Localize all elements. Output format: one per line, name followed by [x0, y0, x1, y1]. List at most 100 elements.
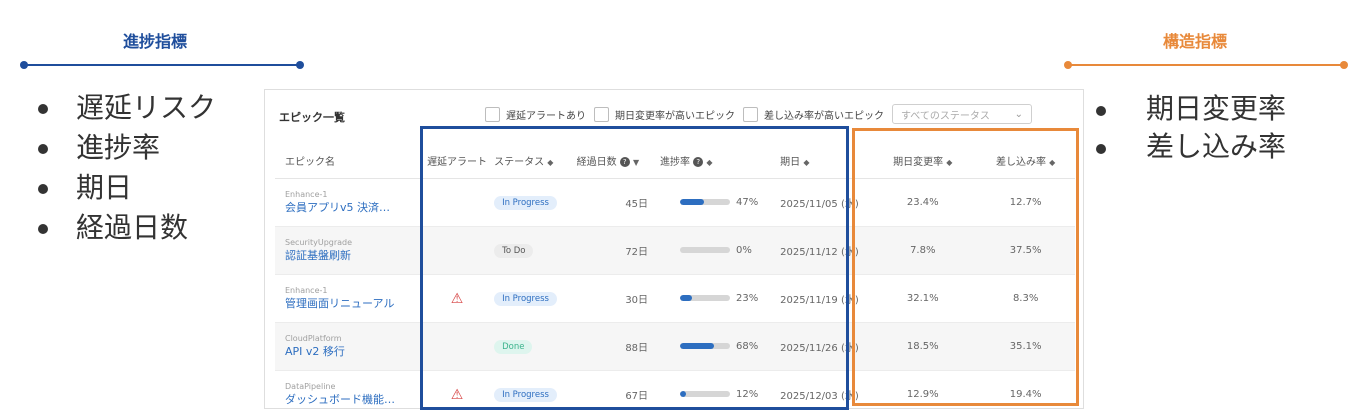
progress-cell: 12% — [652, 370, 780, 408]
filter-high-due-change[interactable]: 期日変更率が高いエピック — [594, 106, 735, 122]
checkbox[interactable] — [743, 106, 758, 122]
epic-list-panel: エピック一覧 遅延アラートあり 期日変更率が高いエピック 差し込み率が高いエピッ… — [264, 89, 1084, 409]
progress-percent: 68% — [736, 341, 759, 352]
progress-bar — [680, 343, 731, 349]
progress-bar — [680, 199, 731, 205]
epic-name-cell: Enhance-1 会員アプリv5 決済… — [275, 178, 422, 227]
insert-rate-cell: 35.1% — [976, 322, 1075, 371]
chevron-down-icon: ⌄ — [1014, 108, 1023, 120]
list-item: 期日 — [24, 168, 216, 208]
column-header-due[interactable]: 期日 ◆ — [779, 142, 870, 179]
column-header-name: エピック名 — [275, 142, 422, 179]
progress-cell: 0% — [652, 226, 780, 275]
epic-name-cell: CloudPlatform API v2 移行 — [275, 322, 422, 371]
epic-name-link[interactable]: ダッシュボード機能… — [285, 393, 395, 406]
epic-name-link[interactable]: API v2 移行 — [285, 345, 345, 358]
progress-divider-line — [24, 64, 300, 66]
help-circle-icon[interactable]: ? — [619, 156, 630, 167]
project-key: CloudPlatform — [285, 334, 342, 343]
progress-cell: 47% — [652, 178, 780, 227]
column-header-status[interactable]: ステータス ◆ — [493, 142, 576, 179]
change-rate-cell: 23.4% — [869, 178, 977, 227]
due-date-cell: 2025/12/03 (水) — [779, 370, 870, 408]
column-header-progress[interactable]: 進捗率 ? ◆ — [652, 142, 780, 179]
insert-rate-cell: 37.5% — [976, 226, 1075, 275]
filter-high-insert-rate[interactable]: 差し込み率が高いエピック — [743, 106, 884, 122]
filter-label: 期日変更率が高いエピック — [615, 110, 735, 122]
change-rate-cell: 18.5% — [869, 322, 977, 371]
table-row[interactable]: DataPipeline ダッシュボード機能… ⚠ In Progress 67日 12%… — [275, 370, 1075, 408]
list-item: 経過日数 — [24, 208, 216, 248]
column-header-days[interactable]: 経過日数 ? ▼ — [575, 142, 653, 179]
epic-name-link[interactable]: 管理画面リニューアル — [285, 297, 395, 310]
days-cell: 72日 — [575, 226, 653, 275]
line-endpoint-dot — [1064, 61, 1072, 69]
filter-label: 差し込み率が高いエピック — [764, 110, 884, 122]
alert-cell: ⚠ — [421, 274, 494, 323]
change-rate-cell: 32.1% — [869, 274, 977, 323]
column-header-insert-rate[interactable]: 差し込み率 ◆ — [976, 142, 1075, 179]
progress-percent: 23% — [736, 293, 759, 304]
status-badge: In Progress — [494, 291, 557, 306]
sort-icon[interactable]: ◆ — [946, 157, 953, 167]
insert-rate-cell: 8.3% — [976, 274, 1075, 323]
alert-cell — [421, 178, 494, 227]
filter-label: 遅延アラートあり — [506, 110, 586, 122]
status-badge: In Progress — [494, 387, 557, 402]
column-header-alert: 遅延アラート — [421, 142, 494, 179]
progress-metrics-list: 遅延リスク 進捗率 期日 経過日数 — [24, 88, 216, 248]
panel-title: エピック一覧 — [279, 111, 345, 124]
epic-table: エピック名 遅延アラート ステータス ◆ 経過日数 ? ▼ 進捗率 ? ◆ 期日… — [275, 142, 1075, 408]
insert-rate-cell: 12.7% — [976, 178, 1075, 227]
alert-cell — [421, 226, 494, 275]
due-date-cell: 2025/11/19 (水) — [779, 274, 870, 323]
progress-bar — [680, 247, 731, 253]
sort-icon[interactable]: ◆ — [803, 157, 810, 167]
filter-bar: 遅延アラートあり 期日変更率が高いエピック 差し込み率が高いエピック すべてのス… — [485, 104, 1032, 124]
epic-name-link[interactable]: 認証基盤刷新 — [285, 249, 351, 262]
project-key: DataPipeline — [285, 382, 336, 391]
table-row[interactable]: Enhance-1 会員アプリv5 決済… In Progress 45日 47% 202… — [275, 178, 1075, 227]
progress-bar-fill — [680, 295, 692, 301]
sort-icon[interactable]: ◆ — [547, 157, 554, 167]
list-item: 進捗率 — [24, 128, 216, 168]
alert-cell: ⚠ — [421, 370, 494, 408]
due-date-cell: 2025/11/05 (水) — [779, 178, 870, 227]
progress-metrics-heading: 進捗指標 — [123, 32, 188, 51]
status-badge: In Progress — [494, 195, 557, 210]
structure-divider-line — [1068, 64, 1344, 66]
status-select-placeholder: すべてのステータス — [901, 110, 990, 122]
line-endpoint-dot — [296, 61, 304, 69]
days-cell: 30日 — [575, 274, 653, 323]
days-cell: 45日 — [575, 178, 653, 227]
status-cell: To Do — [493, 226, 576, 275]
progress-bar-fill — [680, 391, 687, 397]
change-rate-cell: 7.8% — [869, 226, 977, 275]
checkbox[interactable] — [485, 106, 500, 122]
column-header-change-rate[interactable]: 期日変更率 ◆ — [869, 142, 977, 179]
progress-bar — [680, 391, 731, 397]
progress-cell: 68% — [652, 322, 780, 371]
epic-name-link[interactable]: 会員アプリv5 決済… — [285, 201, 391, 214]
status-cell: In Progress — [493, 370, 576, 408]
progress-percent: 0% — [736, 245, 752, 256]
line-endpoint-dot — [1340, 61, 1348, 69]
status-cell: In Progress — [493, 178, 576, 227]
sort-desc-icon[interactable]: ▼ — [632, 157, 640, 167]
status-cell: In Progress — [493, 274, 576, 323]
project-key: SecurityUpgrade — [285, 238, 353, 247]
table-row[interactable]: Enhance-1 管理画面リニューアル ⚠ In Progress 30日 23% 202… — [275, 274, 1075, 323]
sort-icon[interactable]: ◆ — [706, 157, 713, 167]
structure-metrics-heading: 構造指標 — [1163, 32, 1228, 51]
warning-triangle-icon: ⚠ — [450, 386, 464, 403]
progress-percent: 12% — [736, 389, 759, 400]
days-cell: 88日 — [575, 322, 653, 371]
table-header-row: エピック名 遅延アラート ステータス ◆ 経過日数 ? ▼ 進捗率 ? ◆ 期日… — [275, 142, 1075, 179]
table-row[interactable]: CloudPlatform API v2 移行 Done 88日 68% 2025/11/… — [275, 322, 1075, 371]
sort-icon[interactable]: ◆ — [1049, 157, 1056, 167]
filter-delay-alert[interactable]: 遅延アラートあり — [485, 106, 586, 122]
status-select[interactable]: すべてのステータス ⌄ — [892, 104, 1032, 124]
checkbox[interactable] — [594, 106, 609, 122]
table-row[interactable]: SecurityUpgrade 認証基盤刷新 To Do 72日 0% 2025/11/1… — [275, 226, 1075, 275]
help-circle-icon[interactable]: ? — [693, 156, 704, 167]
